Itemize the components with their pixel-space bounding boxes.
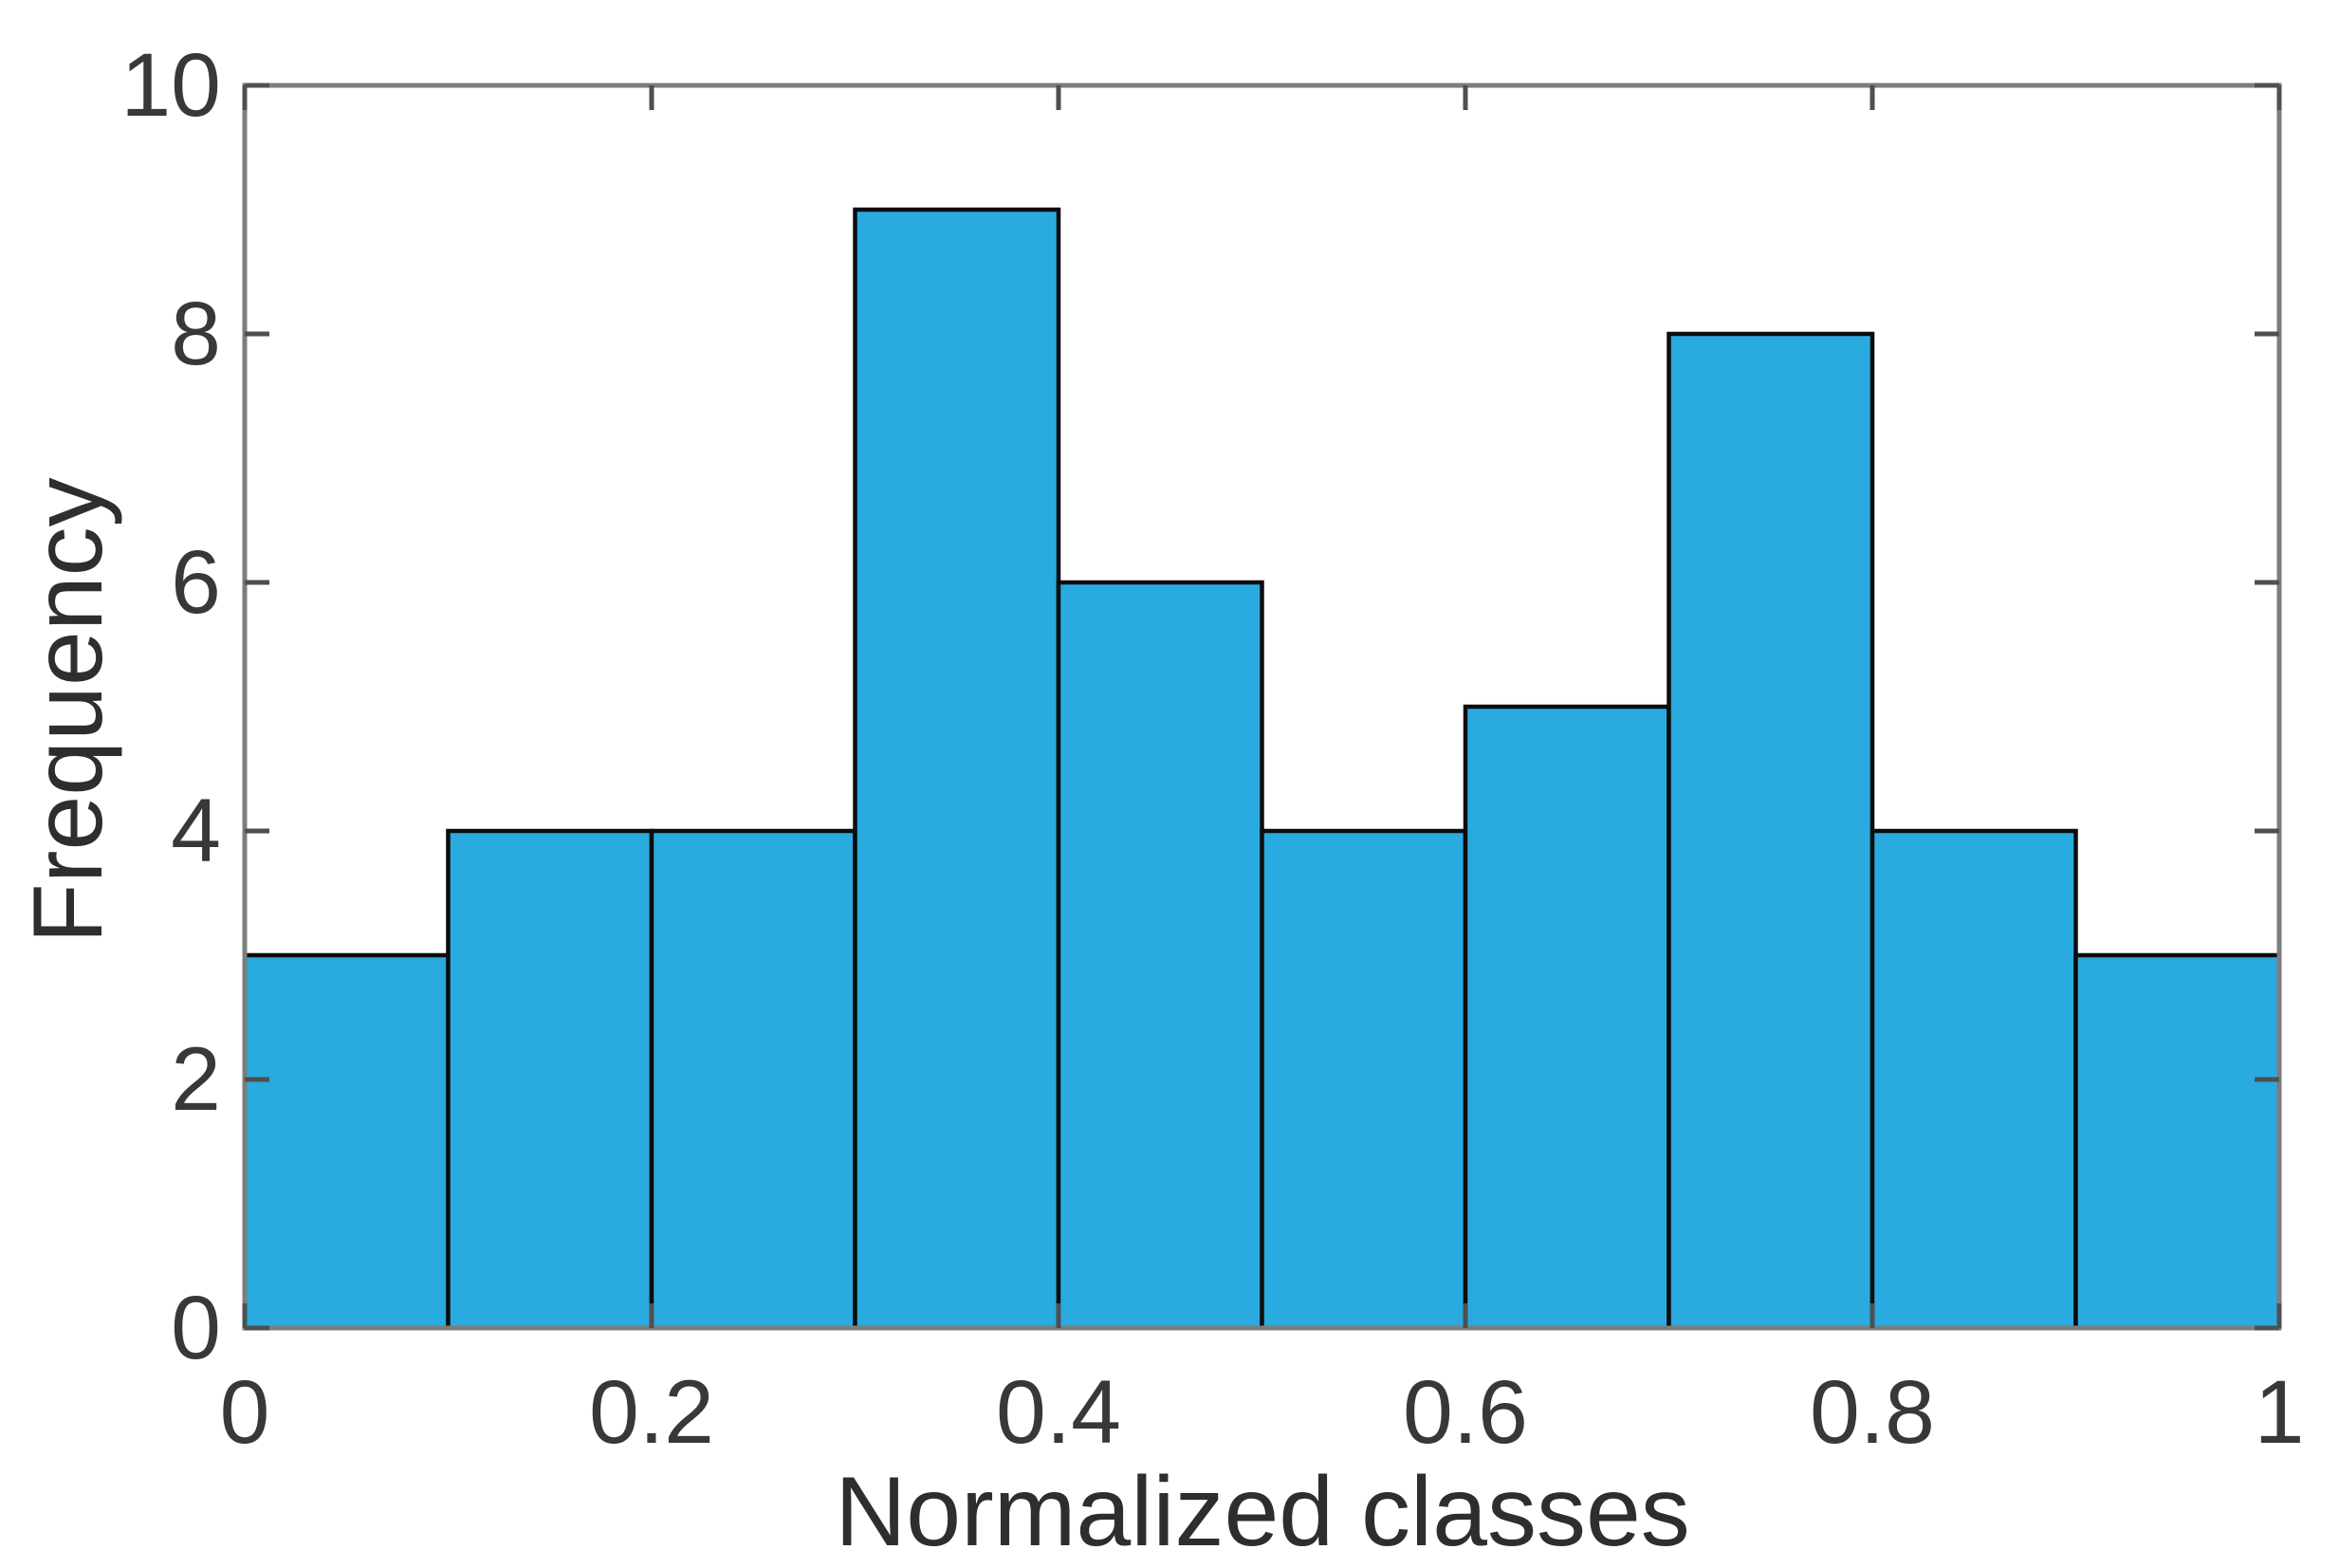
x-tick-label: 0.6 <box>1402 1362 1529 1463</box>
axes-box <box>242 83 2282 1331</box>
y-tick-label: 8 <box>171 284 221 384</box>
x-tick-label: 1 <box>2254 1362 2305 1463</box>
y-tick-label: 2 <box>171 1029 221 1130</box>
histogram-bar <box>1056 580 1264 1331</box>
histogram-bar <box>1869 828 2078 1331</box>
y-tick-label: 10 <box>120 35 221 136</box>
y-axis-label: Frequency <box>13 477 123 944</box>
y-tick-label: 4 <box>171 781 221 881</box>
histogram-bar <box>1463 704 1671 1331</box>
y-tick-label: 0 <box>171 1278 221 1378</box>
x-tick-label: 0.4 <box>995 1362 1122 1463</box>
x-axis-label: Normalized classes <box>835 1457 1690 1567</box>
histogram-bar <box>853 207 1061 1331</box>
histogram-bar <box>1667 331 1875 1331</box>
histogram-bar <box>2073 952 2282 1331</box>
x-tick-label: 0.8 <box>1809 1362 1936 1463</box>
x-tick-label: 0.2 <box>588 1362 715 1463</box>
histogram-bar <box>446 828 654 1331</box>
histogram-bar <box>242 952 451 1331</box>
x-tick-label: 0 <box>219 1362 270 1463</box>
y-tick-label: 6 <box>171 532 221 633</box>
histogram-bar <box>649 828 857 1331</box>
histogram-bar <box>1260 828 1468 1331</box>
